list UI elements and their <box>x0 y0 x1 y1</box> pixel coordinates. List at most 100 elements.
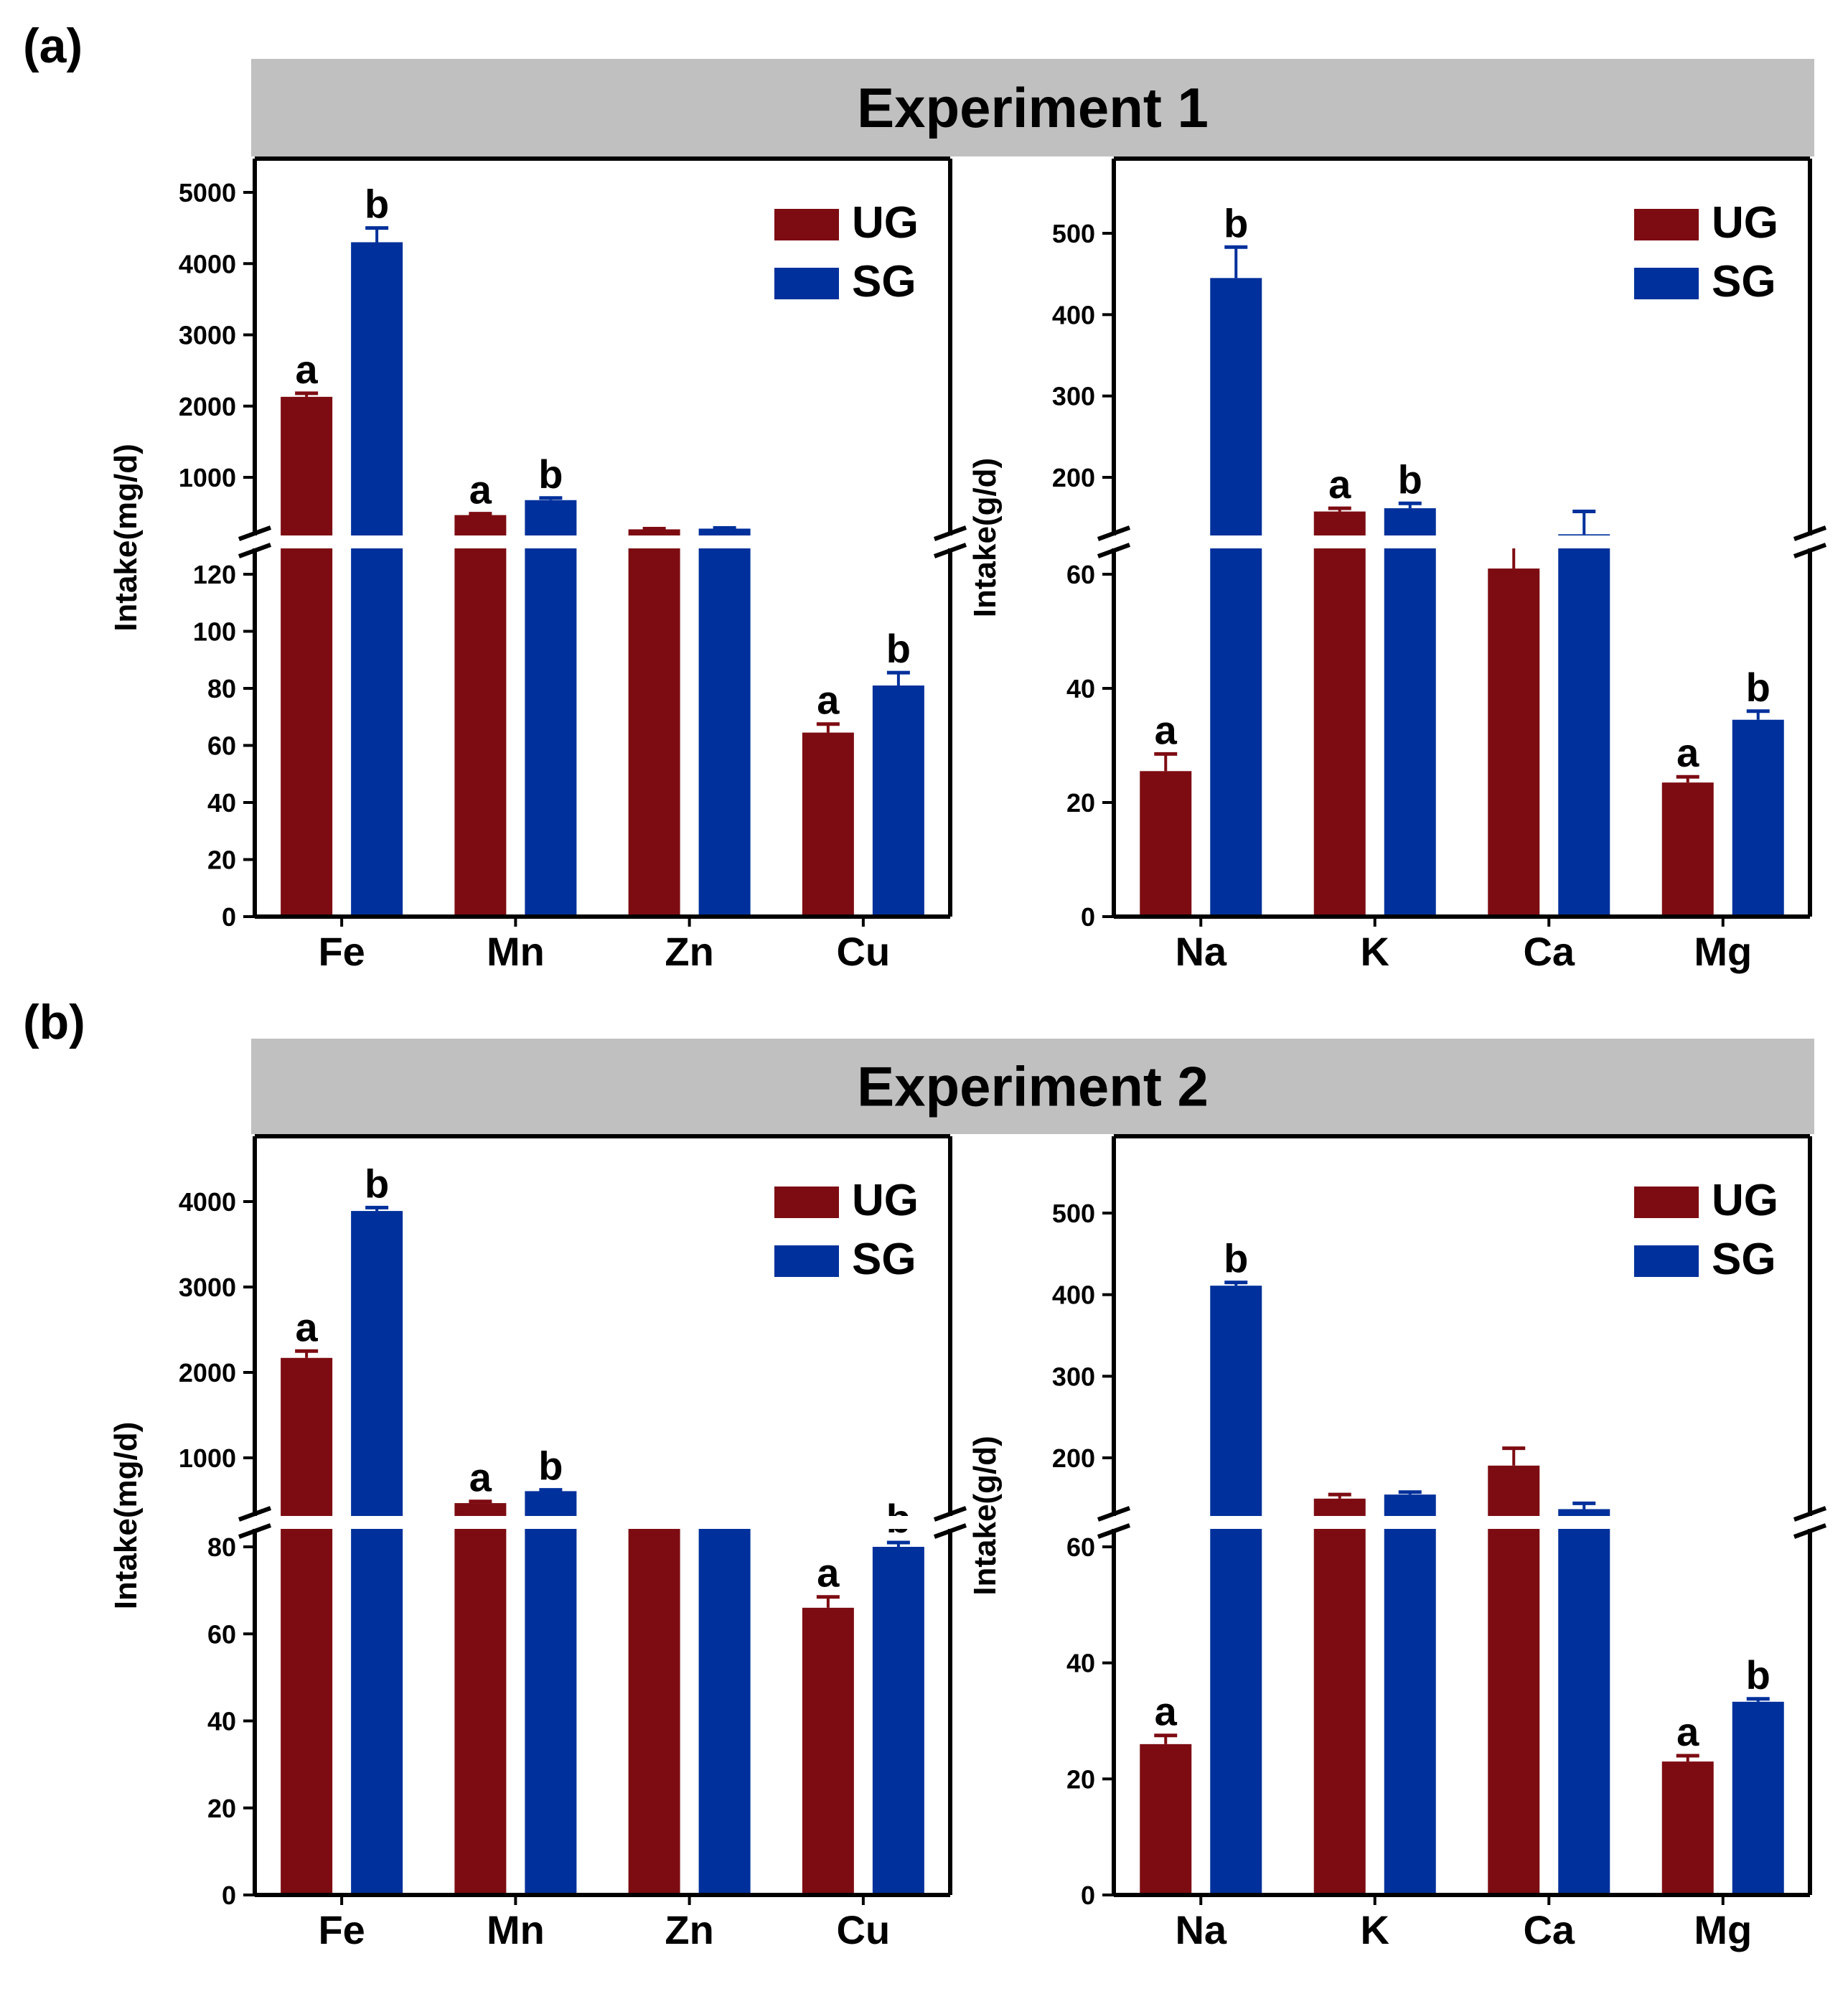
bar-sg-zn <box>698 1520 751 1895</box>
axis-break-gap <box>1092 535 1831 548</box>
legend-swatch-sg <box>1634 1245 1699 1277</box>
bar-sg-mg <box>1732 1701 1784 1895</box>
bar-ug-cu <box>802 1607 854 1895</box>
significance-letter: b <box>538 451 563 497</box>
axis-break-mark <box>238 1523 272 1539</box>
bar-sg-zn <box>698 528 751 917</box>
legend: UG SG <box>1634 1176 1778 1284</box>
bar-ug-na <box>1140 771 1192 917</box>
bar-sg-na <box>1210 278 1262 917</box>
chart-panel-4: 0 20 40 60 200 300 400 500 Intake(g/d) a b a b Na K Ca M… <box>967 1134 1831 1952</box>
significance-letter: b <box>538 1443 563 1489</box>
y-axis-ticks: 0 20 40 60 200 300 400 500 <box>1052 219 1114 932</box>
y-tick-label: 60 <box>207 1619 236 1649</box>
x-category-label: Zn <box>665 1907 713 1952</box>
x-category-label: Cu <box>837 929 891 974</box>
x-category-label: Fe <box>318 929 365 974</box>
panel-label: (a) <box>23 19 83 73</box>
y-tick-label: 80 <box>207 1532 236 1562</box>
legend: UG SG <box>1634 198 1778 306</box>
bar-sg-fe <box>351 242 403 917</box>
significance-letter: b <box>365 182 389 227</box>
bar-ug-zn <box>628 529 680 917</box>
bar-sg-mg <box>1732 719 1784 917</box>
bar-sg-na <box>1210 1286 1262 1895</box>
bar-ug-mg <box>1661 782 1714 917</box>
legend-swatch-sg <box>774 1245 839 1277</box>
x-category-label: Mn <box>487 1907 545 1952</box>
significance-letter: a <box>817 678 840 723</box>
bar-ug-fe <box>281 396 333 917</box>
y-tick-label: 5000 <box>179 178 236 207</box>
x-category-label: Na <box>1175 1907 1226 1952</box>
y-axis-ticks: 0 20 40 60 80 100 120 1000 2000 3000 4000 5000 <box>179 178 255 932</box>
axis-break-mark <box>238 525 272 541</box>
y-tick-label: 300 <box>1052 382 1095 411</box>
x-category-label: K <box>1361 1907 1389 1952</box>
y-tick-label: 40 <box>1066 1649 1095 1678</box>
legend-label-sg: SG <box>852 257 916 306</box>
x-category-label: Ca <box>1523 929 1575 974</box>
bars: a b a b <box>1140 1236 1784 1895</box>
y-tick-label: 40 <box>207 1707 236 1736</box>
chart-panel-3: (b) 0 20 40 60 80 1000 2000 3000 4000 Intake(mg/d)… <box>23 995 972 1952</box>
bar-ug-zn <box>628 1520 680 1895</box>
y-tick-label: 500 <box>1052 219 1095 248</box>
panel-label: (b) <box>23 995 85 1049</box>
bar-ug-mn <box>454 515 507 917</box>
bar-sg-k <box>1384 1494 1436 1895</box>
legend-swatch-ug <box>1634 209 1699 240</box>
y-tick-label: 400 <box>1052 300 1095 329</box>
bar-ug-k <box>1313 511 1366 917</box>
legend-swatch-ug <box>774 209 839 240</box>
significance-letter: a <box>469 467 492 513</box>
y-tick-label: 400 <box>1052 1281 1095 1310</box>
bar-ug-cu <box>802 732 854 917</box>
x-category-label: Mg <box>1694 1907 1752 1952</box>
significance-letter: a <box>469 1455 492 1500</box>
x-category-label: Cu <box>837 1907 891 1952</box>
axis-break-mark <box>1793 1506 1827 1522</box>
y-tick-label: 500 <box>1052 1199 1095 1228</box>
axis-break-mark <box>1097 543 1131 558</box>
bar-ug-k <box>1313 1498 1366 1895</box>
x-category-label: Mn <box>487 929 545 974</box>
significance-letter: b <box>1224 1236 1248 1281</box>
axis-break-mark <box>933 543 967 558</box>
y-tick-label: 200 <box>1052 1443 1095 1473</box>
x-category-label: Na <box>1175 929 1226 974</box>
y-tick-label: 300 <box>1052 1362 1095 1391</box>
bar-sg-fe <box>351 1211 403 1895</box>
significance-letter: a <box>1676 730 1699 775</box>
axis-break-mark <box>1793 543 1827 558</box>
axis-break-gap <box>233 1516 972 1529</box>
bar-sg-cu <box>872 685 924 917</box>
bar-sg-ca <box>1558 534 1610 917</box>
y-tick-label: 60 <box>207 731 236 761</box>
plot-frame <box>1097 156 1827 919</box>
plot-frame <box>1097 1134 1827 1897</box>
bar-ug-ca <box>1488 568 1540 917</box>
plot-frame <box>238 156 967 919</box>
significance-letter: b <box>1224 200 1248 245</box>
bar-ug-mn <box>454 1503 507 1895</box>
significance-letter: b <box>1746 665 1770 710</box>
y-tick-label: 120 <box>193 560 236 589</box>
axis-break-gap <box>1092 1516 1831 1529</box>
y-tick-label: 1000 <box>179 463 236 492</box>
bar-sg-k <box>1384 508 1436 917</box>
y-tick-label: 4000 <box>179 249 236 279</box>
bar-sg-mn <box>525 500 577 917</box>
bar-sg-cu <box>872 1547 924 1895</box>
bar-ug-mg <box>1661 1761 1714 1895</box>
x-category-label: Fe <box>318 1907 365 1952</box>
y-tick-label: 0 <box>1081 1881 1095 1910</box>
experiment-banner-title: Experiment 2 <box>857 1055 1209 1118</box>
bar-ug-ca <box>1488 1465 1540 1895</box>
significance-letter: a <box>1155 1689 1178 1734</box>
legend-label-ug: UG <box>1712 198 1778 248</box>
y-tick-label: 60 <box>1066 1532 1095 1562</box>
